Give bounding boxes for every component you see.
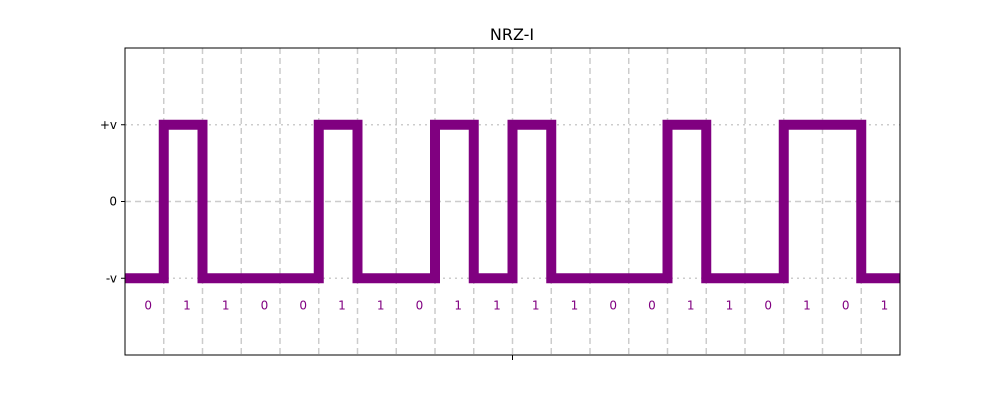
bit-label: 0 <box>609 298 617 312</box>
bit-label: 0 <box>416 298 424 312</box>
bit-label: 1 <box>454 298 462 312</box>
bit-label: 1 <box>338 298 346 312</box>
y-tick-label: -v <box>106 271 117 285</box>
bit-label: 0 <box>842 298 850 312</box>
y-tick-label: +v <box>100 118 117 132</box>
bit-label: 0 <box>261 298 269 312</box>
signal-line <box>125 119 900 284</box>
y-axis-ticks: +v 0 -v <box>100 118 125 285</box>
bit-label: 1 <box>803 298 811 312</box>
bit-labels: 0 1 1 0 0 1 1 0 1 1 1 1 0 0 1 1 0 1 0 1 <box>144 298 888 312</box>
bit-label: 1 <box>377 298 385 312</box>
chart-title: NRZ-I <box>490 25 534 44</box>
bit-label: 0 <box>764 298 772 312</box>
bit-label: 0 <box>299 298 307 312</box>
bit-label: 1 <box>222 298 230 312</box>
bit-label: 1 <box>183 298 191 312</box>
bit-label: 1 <box>532 298 540 312</box>
bit-label: 0 <box>144 298 152 312</box>
bit-label: 0 <box>648 298 656 312</box>
signal-waveform <box>125 119 900 284</box>
bit-label: 1 <box>687 298 695 312</box>
bit-label: 1 <box>571 298 579 312</box>
bit-label: 1 <box>493 298 501 312</box>
bit-label: 1 <box>881 298 889 312</box>
bit-label: 1 <box>726 298 734 312</box>
y-tick-label: 0 <box>109 195 117 209</box>
